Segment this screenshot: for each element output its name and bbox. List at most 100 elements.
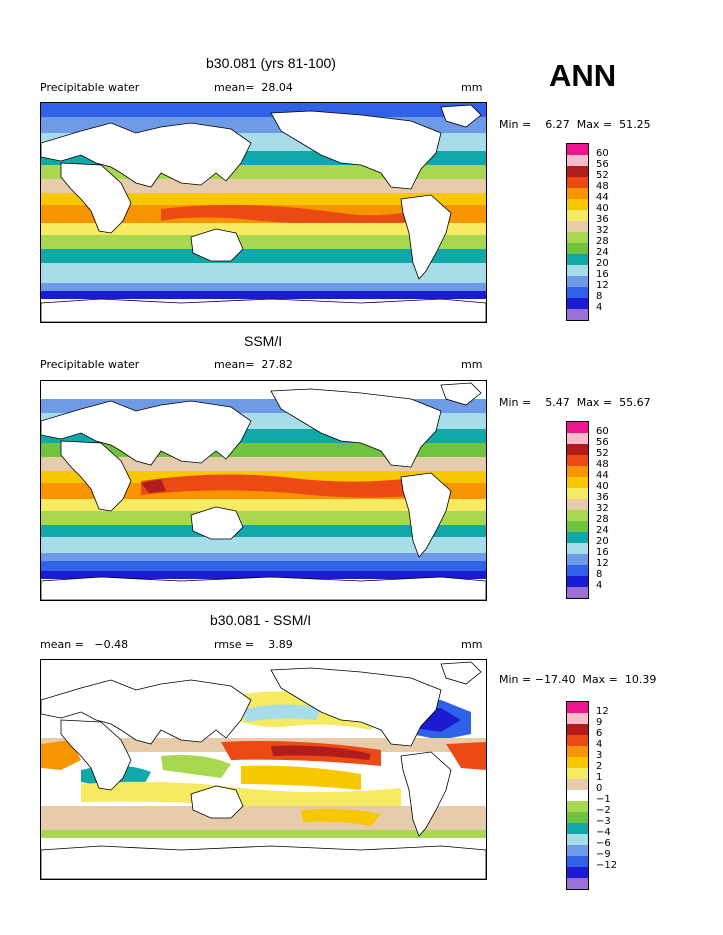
- legend-tick: 60: [596, 426, 609, 437]
- panel-3-legend-box: [566, 790, 589, 801]
- legend-tick: 8: [596, 569, 603, 580]
- legend-tick: 4: [596, 739, 603, 750]
- panel-3-legend-box: [566, 724, 589, 735]
- legend-tick: 48: [596, 181, 609, 192]
- panel-2-legend-box: [566, 499, 589, 510]
- legend-tick: 3: [596, 750, 603, 761]
- legend-tick: 56: [596, 437, 609, 448]
- panel-2-minmax: Min = 5.47 Max = 55.67: [499, 396, 651, 409]
- panel-1-variable-label: Precipitable water: [40, 81, 140, 94]
- legend-tick: 60: [596, 148, 609, 159]
- panel-2-legend-box: [566, 510, 589, 521]
- panel-2-map: [40, 380, 487, 601]
- legend-tick: −6: [596, 838, 611, 849]
- legend-tick: −4: [596, 827, 611, 838]
- legend-tick: 48: [596, 459, 609, 470]
- panel-1-legend-box: [566, 276, 589, 287]
- panel-3-units-label: mm: [461, 638, 483, 651]
- panel-1-legend-box: [566, 309, 589, 320]
- season-label: ANN: [549, 58, 617, 93]
- panel-2-legend-box: [566, 565, 589, 576]
- panel-3-rmse-label: rmse = 3.89: [214, 638, 293, 651]
- panel-3-legend-box: [566, 779, 589, 790]
- panel-1-units-label: mm: [461, 81, 483, 94]
- panel-3-legend-box: [566, 812, 589, 823]
- panel-3-map: [40, 659, 487, 880]
- panel-3-legend-box: [566, 735, 589, 746]
- panel-3-mean-label: mean = −0.48: [40, 638, 129, 651]
- legend-tick: 4: [596, 580, 603, 591]
- legend-tick: −1: [596, 794, 611, 805]
- panel-2-units-label: mm: [461, 358, 483, 371]
- panel-2-legend-box: [566, 488, 589, 499]
- panel-2-legend-box: [566, 554, 589, 565]
- legend-tick: 1: [596, 772, 603, 783]
- panel-1-legend-box: [566, 265, 589, 276]
- panel-3-legend-boxes: [566, 701, 589, 890]
- panel-1-title: b30.081 (yrs 81-100): [206, 55, 336, 71]
- panel-1-legend-box: [566, 155, 589, 166]
- legend-tick: 12: [596, 280, 609, 291]
- panel-3-legend-box: [566, 746, 589, 757]
- panel-2-legend-box: [566, 422, 589, 433]
- legend-tick: 52: [596, 448, 609, 459]
- panel-3-legend-box: [566, 878, 589, 889]
- panel-3-legend: 12 9 6 4 3 2 1 0 −1 −2 −3 −4 −6 −9 −12: [566, 701, 626, 891]
- panel-1-legend-box: [566, 287, 589, 298]
- panel-1-legend-box: [566, 199, 589, 210]
- panel-2-legend-box: [566, 576, 589, 587]
- legend-tick: 32: [596, 503, 609, 514]
- panel-3-legend-box: [566, 757, 589, 768]
- panel-3-legend-box: [566, 823, 589, 834]
- panel-1-legend-box: [566, 188, 589, 199]
- legend-tick: 32: [596, 225, 609, 236]
- panel-1-legend: 60 56 52 48 44 40 36 32 28 24 20 16 12 8…: [566, 143, 626, 321]
- panel-3-legend-box: [566, 856, 589, 867]
- panel-3-legend-box: [566, 713, 589, 724]
- panel-1-legend-box: [566, 298, 589, 309]
- panel-2-legend-box: [566, 543, 589, 554]
- panel-2-legend-box: [566, 455, 589, 466]
- panel-2-legend-box: [566, 477, 589, 488]
- panel-1-map: [40, 102, 487, 323]
- legend-tick: 6: [596, 728, 603, 739]
- panel-1-legend-box: [566, 232, 589, 243]
- legend-tick: 2: [596, 761, 603, 772]
- panel-2-legend-box: [566, 587, 589, 598]
- legend-tick: 16: [596, 547, 609, 558]
- legend-tick: 8: [596, 291, 603, 302]
- legend-tick: 40: [596, 203, 609, 214]
- legend-tick: −12: [596, 860, 618, 871]
- panel-1-legend-box: [566, 177, 589, 188]
- panel-3-legend-box: [566, 768, 589, 779]
- legend-tick: 9: [596, 717, 603, 728]
- panel-1-minmax: Min = 6.27 Max = 51.25: [499, 118, 651, 131]
- panel-3-legend-box: [566, 801, 589, 812]
- panel-3-legend-box: [566, 702, 589, 713]
- legend-tick: −9: [596, 849, 611, 860]
- legend-tick: 24: [596, 525, 609, 536]
- panel-1-legend-box: [566, 254, 589, 265]
- panel-3-legend-box: [566, 834, 589, 845]
- legend-tick: 0: [596, 783, 603, 794]
- panel-1-legend-box: [566, 243, 589, 254]
- panel-3-legend-box: [566, 867, 589, 878]
- legend-tick: 36: [596, 214, 609, 225]
- panel-3-minmax: Min = −17.40 Max = 10.39: [499, 673, 657, 686]
- panel-1-legend-box: [566, 144, 589, 155]
- legend-tick: 44: [596, 192, 609, 203]
- legend-tick: 44: [596, 470, 609, 481]
- legend-tick: 56: [596, 159, 609, 170]
- panel-2-legend-box: [566, 444, 589, 455]
- legend-tick: 12: [596, 706, 609, 717]
- panel-1-legend-box: [566, 166, 589, 177]
- panel-2-legend-box: [566, 433, 589, 444]
- panel-2-legend-box: [566, 521, 589, 532]
- panel-3-legend-box: [566, 845, 589, 856]
- legend-tick: 12: [596, 558, 609, 569]
- panel-3-title: b30.081 - SSM/I: [210, 612, 312, 628]
- panel-2-legend-boxes: [566, 421, 589, 599]
- panel-2-legend: 60 56 52 48 44 40 36 32 28 24 20 16 12 8…: [566, 421, 626, 599]
- legend-tick: 52: [596, 170, 609, 181]
- legend-tick: 24: [596, 247, 609, 258]
